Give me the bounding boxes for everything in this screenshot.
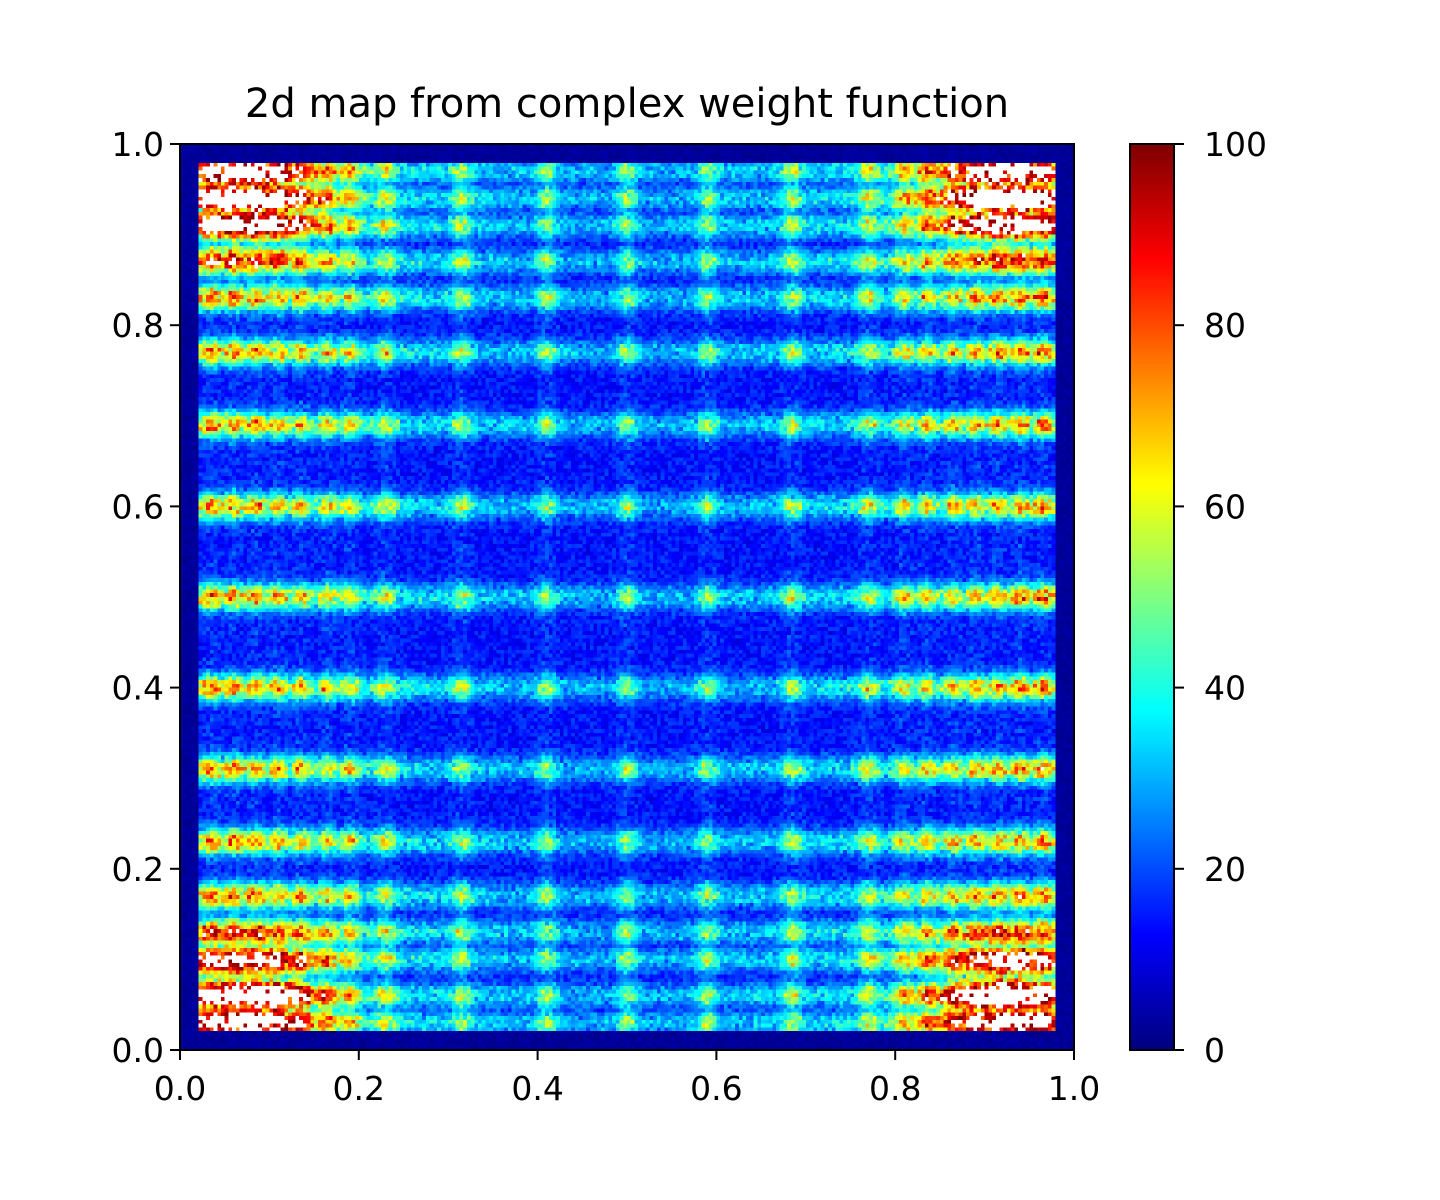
x-tick-label: 0.8 (869, 1069, 921, 1108)
colorbar-tick-label: 0 (1204, 1031, 1225, 1070)
colorbar-tick-label: 60 (1204, 487, 1246, 526)
colorbar-frame (1129, 143, 1175, 1051)
x-tick-label: 0.6 (690, 1069, 742, 1108)
y-axis: 0.0 0.2 0.4 0.6 0.8 1.0 (112, 125, 180, 1070)
heatmap-image (180, 144, 1074, 1050)
colorbar-ticks: 0 20 40 60 80 100 (1174, 125, 1267, 1070)
colorbar-tick-label: 80 (1204, 306, 1246, 345)
plot-frame (179, 143, 1075, 1051)
y-tick-label: 1.0 (112, 125, 164, 164)
x-tick-label: 0.4 (511, 1069, 563, 1108)
chart-title: 2d map from complex weight function (245, 81, 1009, 127)
colorbar-tick-label: 40 (1204, 669, 1246, 708)
y-tick-label: 0.2 (112, 850, 164, 889)
x-tick-label: 0.2 (333, 1069, 385, 1108)
colorbar-tick-label: 20 (1204, 850, 1246, 889)
x-tick-label: 0.0 (154, 1069, 206, 1108)
colorbar-tick-label: 100 (1204, 125, 1267, 164)
colorbar: 0 20 40 60 80 100 (1129, 125, 1267, 1070)
y-tick-label: 0.6 (112, 487, 164, 526)
colorbar-gradient (1130, 144, 1174, 1050)
y-tick-label: 0.8 (112, 306, 164, 345)
x-axis: 0.0 0.2 0.4 0.6 0.8 1.0 (154, 1050, 1100, 1108)
y-tick-label: 0.0 (112, 1031, 164, 1070)
plot-area (179, 143, 1075, 1051)
x-tick-label: 1.0 (1048, 1069, 1100, 1108)
y-tick-label: 0.4 (112, 669, 164, 708)
